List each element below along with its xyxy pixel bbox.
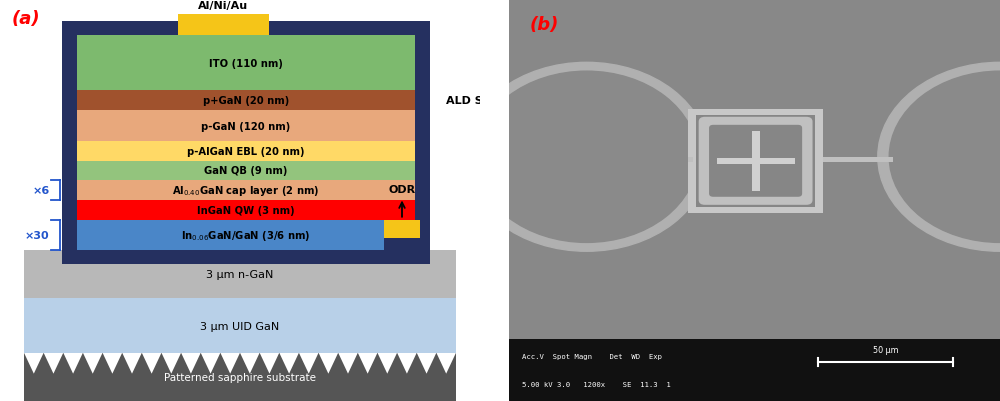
Bar [24,353,456,401]
Bar [77,111,415,142]
Bar [24,299,456,353]
Polygon shape [436,353,456,374]
Bar [384,239,420,254]
Bar [509,339,1000,401]
Text: In$_{0.06}$GaN/GaN (3/6 nm): In$_{0.06}$GaN/GaN (3/6 nm) [181,228,311,242]
Circle shape [889,72,1000,243]
Bar [77,200,415,220]
FancyBboxPatch shape [709,126,802,197]
Bar [688,158,693,163]
Bar [77,91,415,111]
Bar [178,15,269,36]
Polygon shape [122,353,142,374]
Bar [77,161,415,181]
Polygon shape [220,353,240,374]
Bar [384,220,420,239]
Bar [717,158,795,164]
Text: Al/Ni/Au: Al/Ni/Au [198,1,248,11]
Text: p-AlGaN EBL (20 nm): p-AlGaN EBL (20 nm) [187,146,305,156]
Polygon shape [63,353,83,374]
Bar [77,181,415,200]
Text: GaN QB (9 nm): GaN QB (9 nm) [204,166,288,176]
Bar [24,251,456,299]
Polygon shape [201,353,220,374]
Circle shape [464,63,709,252]
Text: ALD SiO₂: ALD SiO₂ [446,95,501,105]
Text: p-GaN (120 nm): p-GaN (120 nm) [201,121,291,131]
Polygon shape [142,353,161,374]
Polygon shape [161,353,181,374]
Bar [823,158,893,163]
Polygon shape [319,353,338,374]
Polygon shape [24,353,44,374]
Polygon shape [417,353,436,374]
Polygon shape [44,353,63,374]
Polygon shape [279,353,299,374]
FancyBboxPatch shape [699,117,813,205]
Text: Patterned sapphire substrate: Patterned sapphire substrate [164,372,316,382]
Text: 3 μm UID GaN: 3 μm UID GaN [200,321,280,331]
Bar [752,132,760,191]
Polygon shape [240,353,260,374]
Bar [688,109,823,213]
Polygon shape [83,353,103,374]
Bar [77,36,415,91]
Text: Al$_{0.40}$GaN cap layer (2 nm): Al$_{0.40}$GaN cap layer (2 nm) [172,184,320,198]
Polygon shape [299,353,319,374]
Text: (b): (b) [529,16,559,34]
Polygon shape [397,353,417,374]
Bar [77,142,415,161]
Bar [696,115,815,207]
Polygon shape [338,353,358,374]
Bar [77,220,415,251]
Text: InGaN QW (3 nm): InGaN QW (3 nm) [197,205,295,215]
Text: Acc.V  Spot Magn    Det  WD  Exp: Acc.V Spot Magn Det WD Exp [522,353,662,359]
Bar [480,0,509,401]
Polygon shape [377,353,397,374]
Bar [62,22,430,265]
Text: ITO (110 nm): ITO (110 nm) [209,59,283,69]
Text: p+GaN (20 nm): p+GaN (20 nm) [203,96,289,106]
Text: ODR: ODR [388,185,416,195]
Polygon shape [260,353,279,374]
Polygon shape [181,353,201,374]
Circle shape [476,72,697,243]
Text: ×6: ×6 [32,186,49,196]
Text: 50 μm: 50 μm [873,345,898,354]
Polygon shape [103,353,122,374]
Text: (a): (a) [12,10,41,28]
Circle shape [878,63,1000,252]
Text: ×30: ×30 [25,230,49,240]
Polygon shape [358,353,377,374]
Text: 5.00 kV 3.0   1200x    SE  11.3  1: 5.00 kV 3.0 1200x SE 11.3 1 [522,381,670,387]
Text: 3 μm n-GaN: 3 μm n-GaN [206,270,274,279]
